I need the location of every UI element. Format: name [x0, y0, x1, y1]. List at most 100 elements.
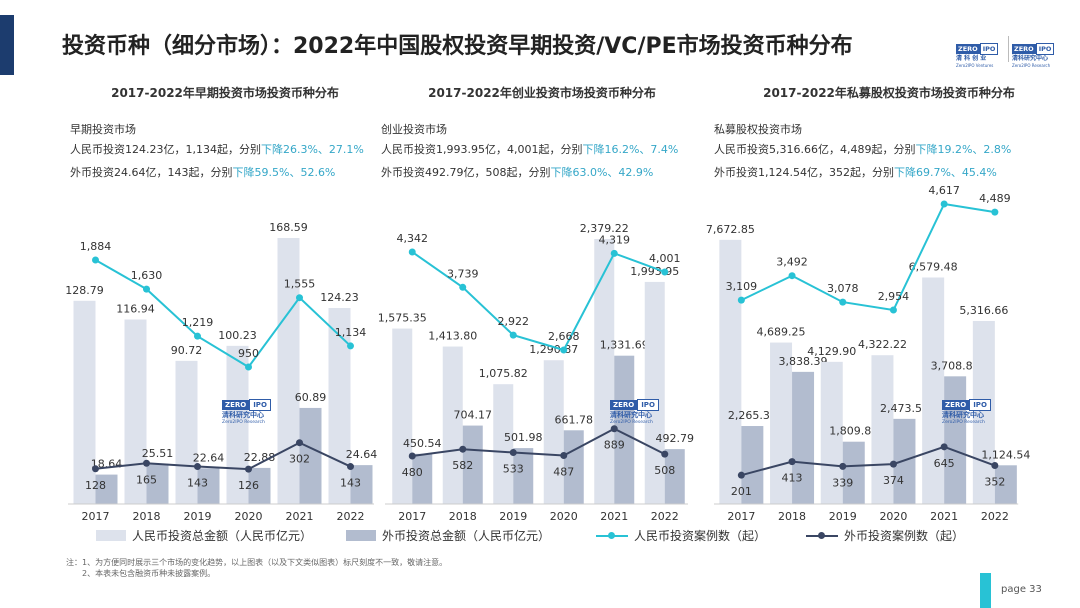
fx-summary-text: 外币投资24.64亿，143起，分别 [70, 166, 233, 179]
chart-legend: 人民币投资总金额（人民币亿元） 外币投资总金额（人民币亿元） 人民币投资案例数（… [0, 527, 1080, 547]
point-rmb-count [788, 272, 796, 280]
x-tick-label: 2018 [778, 510, 806, 523]
x-tick-label: 2020 [879, 510, 907, 523]
point-rmb-count [92, 256, 99, 264]
point-label-rmb-count: 4,342 [397, 232, 429, 245]
panel-early: 2017-2022年早期投资市场投资币种分布 早期投资市场 人民币投资124.2… [70, 80, 380, 600]
x-tick-label: 2018 [133, 510, 161, 523]
point-label-rmb-count: 4,001 [649, 252, 681, 265]
bar-fx-amount [994, 465, 1017, 504]
bar-rmb-amount [644, 281, 665, 504]
bar-label-fx-amount: 492.79 [656, 432, 695, 445]
bar-label-rmb-amount: 116.94 [116, 302, 155, 315]
fx-summary: 外币投资492.79亿，508起，分别下降63.0%、42.9% [381, 164, 653, 180]
point-rmb-count [194, 332, 201, 340]
point-label-rmb-count: 2,954 [878, 290, 910, 303]
point-label-rmb-count: 1,219 [182, 316, 214, 329]
rmb-summary-text: 人民币投资5,316.66亿，4,489起，分别 [714, 143, 916, 156]
point-fx-count [940, 443, 948, 451]
legend-swatch-fx-bar [346, 530, 376, 541]
bar-fx-amount [563, 430, 584, 504]
point-fx-count [459, 445, 467, 453]
bar-rmb-amount [972, 320, 995, 504]
point-label-rmb-count: 4,319 [599, 233, 631, 246]
legend-swatch-fx-line [806, 530, 838, 542]
x-tick-label: 2021 [286, 510, 314, 523]
rmb-summary-text: 人民币投资124.23亿，1,134起，分别 [70, 143, 261, 156]
panel-vc: 2017-2022年创业投资市场投资币种分布 创业投资市场 人民币投资1,993… [381, 80, 703, 600]
point-rmb-count [143, 285, 150, 293]
watermark-logo: ZERO IPO 清科研究中心 Zero2IPO Research [222, 392, 302, 425]
legend-label: 外币投资总金额（人民币亿元） [382, 529, 551, 543]
panel-subtitle: 2017-2022年私募股权投资市场投资币种分布 [763, 86, 1015, 100]
point-label-fx-count: 480 [402, 466, 423, 479]
bar-label-fx-amount: 24.64 [346, 448, 378, 461]
footnote: 注：1、为方便同时展示三个市场的变化趋势，以上图表（以及下文类似图表）标尺刻度不… [66, 557, 447, 579]
line-rmb-count [740, 202, 996, 312]
point-label-fx-count: 645 [934, 457, 955, 470]
logo-cn-right: 清科研究中心 [1012, 55, 1049, 62]
line-fx-count [741, 445, 996, 477]
bar-fx-amount [350, 465, 373, 504]
point-rmb-count [889, 306, 897, 314]
point-label-fx-count: 533 [503, 462, 524, 475]
bar-label-rmb-amount: 4,689.25 [757, 326, 806, 339]
x-tick-label: 2020 [235, 510, 263, 523]
rmb-summary: 人民币投资1,993.95亿，4,001起，分别下降16.2%、7.4% [381, 141, 678, 157]
bar-label-rmb-amount: 168.59 [269, 221, 308, 234]
legend-label: 人民币投资案例数（起） [634, 529, 767, 543]
point-label-rmb-count: 3,739 [447, 267, 479, 280]
point-label-rmb-count: 2,668 [548, 330, 580, 343]
point-label-fx-count: 352 [984, 476, 1005, 489]
footnote-line-2: 2、本表未包含融资币种未披露案例。 [82, 569, 216, 578]
line-rmb-count [411, 251, 666, 352]
bar-rmb-amount [820, 361, 843, 504]
bar-rmb-amount [493, 384, 514, 504]
bar-label-rmb-amount: 1,290.87 [529, 343, 578, 356]
point-rmb-count [610, 249, 618, 257]
rmb-summary-highlight: 下降26.3%、27.1% [260, 143, 364, 156]
point-rmb-count [459, 283, 467, 291]
point-label-fx-count: 143 [340, 477, 361, 490]
watermark-en: Zero2IPO Research [942, 420, 985, 425]
bar-fx-amount [412, 453, 433, 504]
point-label-fx-count: 339 [832, 476, 853, 489]
market-name: 创业投资市场 [381, 123, 447, 136]
rmb-summary: 人民币投资124.23亿，1,134起，分别下降26.3%、27.1% [70, 141, 364, 157]
point-fx-count [991, 462, 999, 470]
fx-summary-highlight: 下降69.7%、45.4% [893, 166, 997, 179]
bar-fx-amount [792, 371, 815, 504]
legend-label: 外币投资案例数（起） [844, 529, 965, 543]
legend-fx-amount: 外币投资总金额（人民币亿元） [346, 527, 550, 544]
bar-rmb-amount [392, 328, 413, 504]
bar-label-rmb-amount: 4,129.90 [807, 345, 856, 358]
bar-label-fx-amount: 3,838.39 [779, 355, 828, 368]
zero2ipo-logo: ZERO IPO 清 科 创 业 Zero2IPO Ventures ZERO IP… [956, 36, 1056, 68]
market-name: 私募股权投资市场 [714, 123, 802, 136]
bar-label-fx-amount: 25.51 [142, 447, 174, 460]
legend-swatch-rmb-bar [96, 530, 126, 541]
bar-rmb-amount [328, 307, 351, 504]
logo-separator [1008, 36, 1009, 62]
bar-rmb-amount [175, 360, 198, 504]
point-rmb-count [560, 346, 568, 354]
x-tick-label: 2020 [550, 510, 578, 523]
rmb-summary-highlight: 下降16.2%、7.4% [582, 143, 679, 156]
point-fx-count [194, 463, 201, 471]
point-fx-count [889, 460, 897, 468]
x-tick-label: 2022 [337, 510, 365, 523]
rmb-summary-highlight: 下降19.2%、2.8% [915, 143, 1012, 156]
point-rmb-count [509, 331, 517, 339]
point-label-rmb-count: 1,134 [335, 326, 367, 339]
bar-label-rmb-amount: 124.23 [320, 291, 359, 304]
point-fx-count [737, 471, 745, 479]
footnote-line-1: 注：1、为方便同时展示三个市场的变化趋势，以上图表（以及下文类似图表）标尺刻度不… [66, 558, 448, 567]
logo-box: ZERO [956, 44, 980, 54]
bar-label-fx-amount: 704.17 [454, 409, 493, 422]
bar-rmb-amount [922, 277, 945, 504]
x-tick-label: 2017 [82, 510, 110, 523]
bar-rmb-amount [719, 239, 742, 504]
point-label-rmb-count: 950 [238, 347, 259, 360]
watermark-box: ZERO [942, 400, 970, 410]
